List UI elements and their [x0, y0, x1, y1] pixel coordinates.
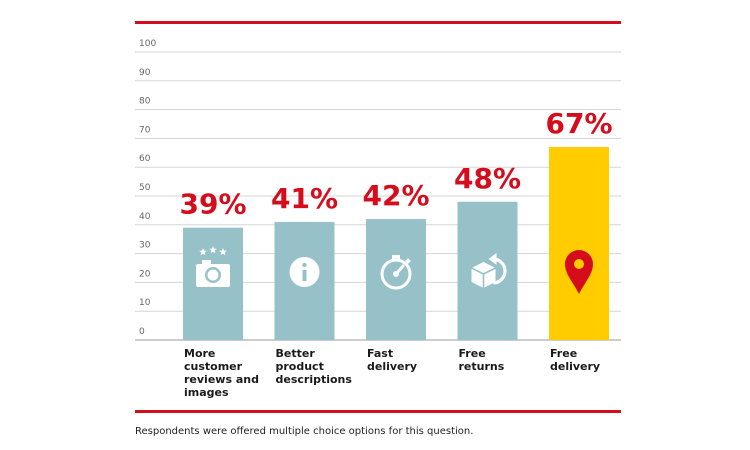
value-label: 67% [545, 107, 612, 140]
value-label: 42% [362, 179, 429, 212]
value-label: 48% [454, 162, 521, 195]
bar [549, 147, 609, 340]
y-tick-label: 10 [139, 298, 151, 308]
bar [366, 219, 426, 340]
camera-stars-icon [196, 246, 230, 287]
y-tick-label: 100 [139, 39, 156, 49]
category-label: Free delivery [550, 347, 600, 373]
stopwatch-icon [380, 255, 412, 290]
category-label: Fast delivery [367, 347, 417, 373]
y-tick-label: 30 [139, 241, 151, 251]
y-tick-label: 50 [139, 183, 151, 193]
value-label: 39% [179, 188, 246, 221]
footnote: Respondents were offered multiple choice… [135, 426, 474, 437]
info-icon [289, 257, 320, 287]
category-label: Better product descriptions [276, 347, 353, 386]
value-label: 41% [271, 182, 338, 215]
y-tick-label: 20 [139, 269, 151, 279]
y-tick-label: 70 [139, 125, 151, 135]
y-tick-label: 60 [139, 154, 151, 164]
return-box-icon [471, 253, 507, 288]
category-label: Free returns [459, 347, 505, 373]
location-pin-icon [565, 250, 593, 294]
bottom-rule [135, 410, 621, 413]
y-tick-label: 90 [139, 68, 151, 78]
top-rule [135, 21, 621, 24]
y-tick-label: 80 [139, 97, 151, 107]
category-label: More customer reviews and images [184, 347, 259, 399]
y-tick-label: 40 [139, 212, 151, 222]
y-tick-label: 0 [139, 327, 145, 337]
